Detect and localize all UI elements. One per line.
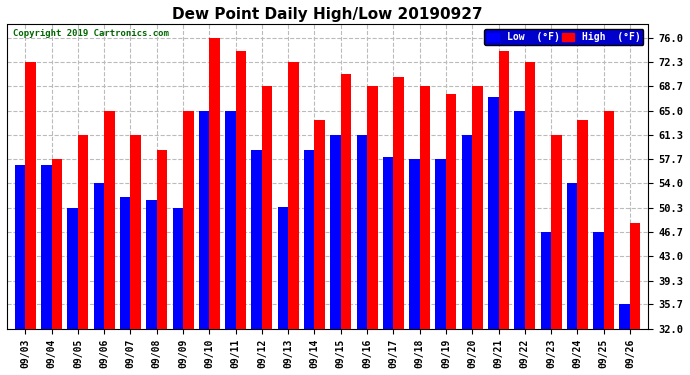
Bar — [446, 94, 457, 375]
Bar — [68, 208, 78, 375]
Bar — [578, 120, 588, 375]
Bar — [199, 111, 209, 375]
Bar — [357, 135, 367, 375]
Bar — [104, 111, 115, 375]
Bar — [262, 86, 273, 375]
Bar — [604, 111, 614, 375]
Bar — [593, 232, 604, 375]
Bar — [551, 135, 562, 375]
Bar — [620, 304, 630, 375]
Bar — [225, 111, 236, 375]
Bar — [341, 74, 351, 375]
Bar — [540, 232, 551, 375]
Bar — [52, 159, 62, 375]
Bar — [251, 150, 262, 375]
Bar — [146, 200, 157, 375]
Bar — [236, 51, 246, 375]
Bar — [209, 38, 220, 375]
Title: Dew Point Daily High/Low 20190927: Dew Point Daily High/Low 20190927 — [172, 7, 483, 22]
Bar — [26, 62, 36, 375]
Bar — [183, 111, 194, 375]
Bar — [14, 165, 26, 375]
Bar — [94, 183, 104, 375]
Text: Copyright 2019 Cartronics.com: Copyright 2019 Cartronics.com — [13, 29, 169, 38]
Bar — [78, 135, 88, 375]
Bar — [472, 86, 483, 375]
Bar — [331, 135, 341, 375]
Bar — [277, 207, 288, 375]
Bar — [630, 223, 640, 375]
Bar — [157, 150, 167, 375]
Bar — [488, 97, 498, 375]
Bar — [514, 111, 525, 375]
Bar — [172, 208, 183, 375]
Bar — [409, 159, 420, 375]
Bar — [288, 62, 299, 375]
Bar — [315, 120, 325, 375]
Bar — [393, 78, 404, 375]
Bar — [567, 183, 578, 375]
Bar — [435, 159, 446, 375]
Bar — [130, 135, 141, 375]
Bar — [462, 135, 472, 375]
Bar — [41, 165, 52, 375]
Bar — [120, 196, 130, 375]
Legend: Low  (°F), High  (°F): Low (°F), High (°F) — [484, 29, 644, 45]
Bar — [367, 86, 377, 375]
Bar — [304, 150, 315, 375]
Bar — [498, 51, 509, 375]
Bar — [420, 86, 430, 375]
Bar — [383, 157, 393, 375]
Bar — [525, 62, 535, 375]
